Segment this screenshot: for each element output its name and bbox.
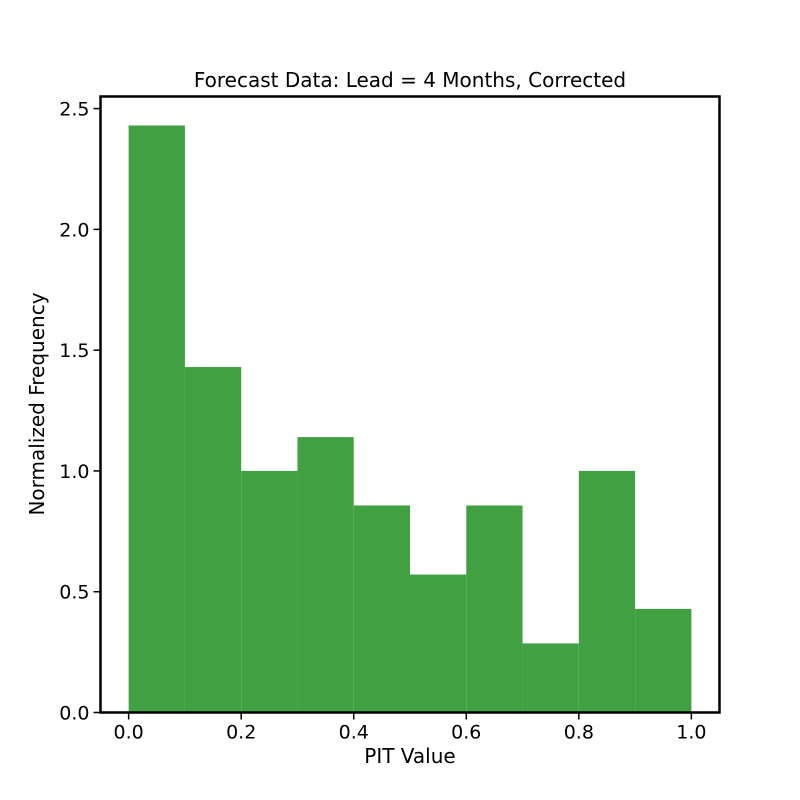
histogram-bar [578,470,636,713]
histogram-bar [635,608,692,713]
histogram-bar [184,367,242,713]
y-tick-label: 1.5 [59,340,89,362]
y-tick-label: 0.0 [59,703,89,725]
histogram-bar [128,125,185,713]
x-tick-label: 0.0 [114,722,144,744]
histogram-bar [410,574,467,713]
y-axis-label: Normalized Frequency [25,292,49,515]
histogram-bar [466,505,523,713]
bars-group [128,125,692,713]
x-tick-label: 0.4 [339,722,369,744]
x-tick-label: 0.6 [451,722,481,744]
x-tick-label: 0.8 [564,722,594,744]
y-tick-label: 0.5 [59,582,89,604]
x-axis: 0.0 0.2 0.4 0.6 0.8 1.0 [114,712,706,744]
histogram-bar [241,470,298,713]
y-axis: 0.0 0.5 1.0 1.5 2.0 2.5 [59,99,101,725]
x-tick-label: 0.2 [226,722,256,744]
y-tick-label: 2.0 [59,219,89,241]
histogram-bar [353,505,410,713]
plot-frame [99,95,721,714]
y-tick-label: 1.0 [59,461,89,483]
x-axis-label: PIT Value [364,744,455,768]
x-tick-label: 1.0 [676,722,706,744]
y-tick-label: 2.5 [59,99,89,121]
chart-title: Forecast Data: Lead = 4 Months, Correcte… [194,68,626,92]
histogram-bar [297,437,354,713]
histogram-bar [522,643,579,713]
